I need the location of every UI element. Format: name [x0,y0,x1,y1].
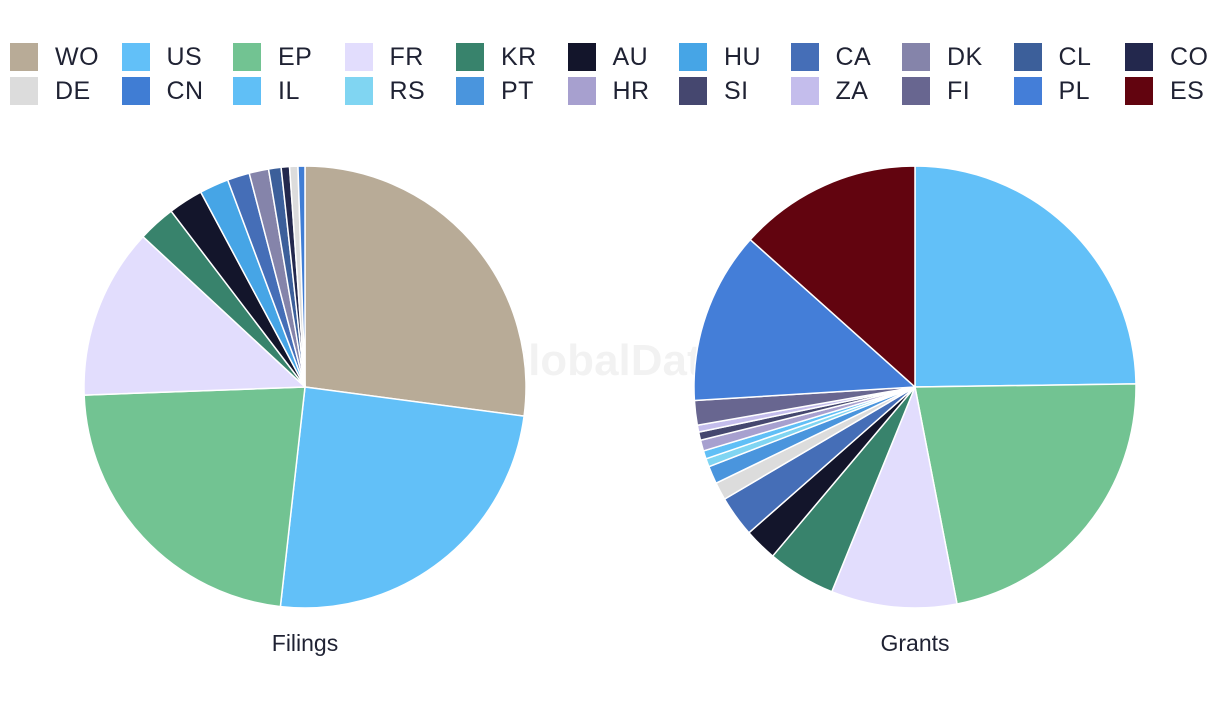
legend-swatch [456,77,484,105]
legend-item-hu[interactable]: HU [679,40,761,74]
legend-swatch [679,77,707,105]
legend-item-za[interactable]: ZA [790,74,869,108]
legend-item-wo[interactable]: WO [10,40,99,74]
legend-label: RS [389,76,426,105]
legend-label: DK [947,42,983,71]
legend-item-de[interactable]: DE [10,74,91,108]
legend-label: PL [1058,76,1091,105]
legend-swatch [10,77,38,105]
legend-label: CA [835,42,872,71]
legend-label: FR [389,42,424,71]
legend-swatch [679,43,707,71]
legend-swatch [1013,77,1042,105]
legend-label: IL [278,76,300,105]
pie-slice-us[interactable] [279,386,525,609]
legend-swatch [121,43,150,71]
pie-chart-filings [83,165,527,609]
pie-slice-fr[interactable] [831,386,958,609]
legend-label: AU [612,42,649,71]
legend-label: WO [55,42,100,71]
legend-row: DE CN IL RS PT HR SI ZA FI PL ES [10,74,1220,108]
legend-item-ep[interactable]: EP [233,40,312,74]
legend-swatch [121,77,150,105]
legend-item-il[interactable]: IL [233,74,300,108]
legend-item-fr[interactable]: FR [344,40,424,74]
legend-swatch [233,77,261,105]
legend-item-cl[interactable]: CL [1013,40,1092,74]
legend-item-pt[interactable]: PT [456,74,534,108]
legend-swatch [567,77,596,105]
legend-swatch [902,77,930,105]
legend-swatch [790,43,819,71]
legend-item-kr[interactable]: KR [456,40,537,74]
pie-slice-wo[interactable] [304,165,527,417]
legend-item-si[interactable]: SI [679,74,749,108]
legend-swatch [1125,77,1153,105]
legend-item-es[interactable]: ES [1125,74,1204,108]
legend-label: CL [1058,42,1092,71]
legend-label: PT [501,76,534,105]
legend-swatch [233,43,261,71]
legend-label: CO [1170,42,1209,71]
legend-swatch [1013,43,1042,71]
legend-swatch [344,43,373,71]
legend-label: US [166,42,203,71]
legend-label: ZA [835,76,869,105]
legend-item-dk[interactable]: DK [902,40,983,74]
legend-swatch [567,43,596,71]
pie-slice-pl[interactable] [693,238,916,402]
pie-slice-fr[interactable] [83,235,306,396]
chart-title-filings: Filings [272,630,338,656]
legend-label: SI [724,76,749,105]
legend-label: HR [612,76,650,105]
legend-item-rs[interactable]: RS [344,74,426,108]
legend-label: ES [1170,76,1205,105]
legend-label: FI [947,76,971,105]
legend-swatch [456,43,484,71]
legend-item-fi[interactable]: FI [902,74,970,108]
pie-slice-cn[interactable] [297,165,306,388]
legend-item-pl[interactable]: PL [1013,74,1091,108]
legend-item-us[interactable]: US [121,40,203,74]
legend-label: EP [278,42,313,71]
legend-item-cn[interactable]: CN [121,74,204,108]
pie-slice-us[interactable] [914,165,1137,388]
legend-item-au[interactable]: AU [567,40,649,74]
watermark: GlobalData [494,336,727,385]
pie-slice-ep[interactable] [83,386,306,608]
legend: WO US EP FR KR AU HU CA DK CL CO DE CN IL RS PT HR SI ZA FI… [10,40,1220,108]
legend-swatch [10,43,38,71]
legend-item-hr[interactable]: HR [567,74,650,108]
legend-swatch [344,77,373,105]
legend-swatch [790,77,819,105]
legend-label: DE [55,76,91,105]
legend-item-co[interactable]: CO [1125,40,1209,74]
legend-label: HU [724,42,762,71]
legend-label: CN [166,76,204,105]
legend-item-ca[interactable]: CA [790,40,872,74]
legend-swatch [1125,43,1153,71]
chart-title-grants: Grants [880,630,949,656]
legend-swatch [902,43,930,71]
legend-label: KR [501,42,537,71]
pie-slice-es[interactable] [749,165,916,388]
legend-row: WO US EP FR KR AU HU CA DK CL CO [10,40,1220,74]
pie-chart-grants [693,165,1137,609]
pie-slice-ep[interactable] [914,383,1137,605]
